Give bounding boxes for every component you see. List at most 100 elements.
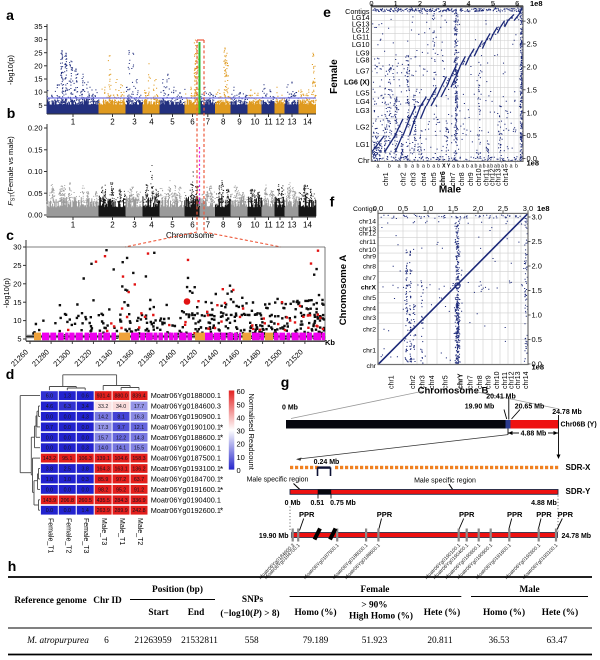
svg-text:Normalised Readcount: Normalised Readcount	[247, 394, 256, 471]
svg-text:Moatr06Yg0184700.1: Moatr06Yg0184700.1	[151, 475, 221, 484]
svg-text:chr9: chr9	[485, 375, 492, 389]
svg-text:a: a	[6, 7, 14, 23]
svg-text:10: 10	[237, 453, 245, 462]
svg-text:SDR-Y: SDR-Y	[566, 487, 592, 496]
svg-text:LG13: LG13	[352, 20, 370, 29]
svg-text:24.78 Mb: 24.78 Mb	[552, 409, 582, 416]
svg-text:839.4: 839.4	[132, 394, 145, 400]
svg-text:Moatr06Yg0190900.1: Moatr06Yg0190900.1	[151, 412, 221, 421]
svg-text:1.0: 1.0	[46, 477, 53, 483]
svg-text:2: 2	[110, 221, 115, 230]
svg-text:8: 8	[221, 118, 226, 127]
svg-text:chr10: chr10	[359, 247, 376, 254]
svg-text:Chr06B (Y): Chr06B (Y)	[561, 421, 597, 428]
svg-text:1.0: 1.0	[423, 204, 433, 213]
svg-text:chr4: chr4	[429, 375, 436, 389]
svg-text:97.2: 97.2	[116, 477, 126, 483]
svg-text:b: b	[416, 164, 419, 170]
svg-text:a: a	[377, 164, 380, 170]
svg-text:2: 2	[110, 118, 115, 127]
svg-text:1e8: 1e8	[527, 159, 540, 168]
svg-text:LG10: LG10	[352, 40, 370, 49]
svg-text:0.5: 0.5	[527, 131, 537, 140]
svg-text:Moatr06Yg0190400.1: Moatr06Yg0190400.1	[151, 495, 221, 504]
svg-text:6.0: 6.0	[46, 394, 53, 400]
svg-text:3: 3	[132, 221, 137, 230]
svg-text:0: 0	[237, 466, 241, 475]
svg-text:*: *	[220, 506, 224, 516]
svg-text:284.3: 284.3	[114, 498, 127, 504]
svg-text:0.10: 0.10	[28, 167, 43, 176]
svg-text:17.3: 17.3	[98, 425, 108, 431]
svg-text:a: a	[494, 164, 497, 170]
svg-text:*: *	[220, 422, 224, 432]
svg-text:chr11: chr11	[502, 372, 509, 389]
svg-text:0.0: 0.0	[64, 508, 71, 514]
svg-text:b: b	[505, 164, 508, 170]
svg-text:0.0: 0.0	[532, 360, 542, 369]
svg-text:158.3: 158.3	[132, 456, 145, 462]
svg-text:35: 35	[34, 22, 42, 31]
svg-text:289.9: 289.9	[114, 508, 127, 514]
svg-text:PPR: PPR	[459, 510, 475, 519]
svg-text:a: a	[510, 164, 513, 170]
svg-text:15: 15	[13, 298, 21, 307]
svg-text:95.1: 95.1	[62, 456, 72, 462]
svg-text:0.5: 0.5	[398, 204, 408, 213]
svg-text:LG11: LG11	[352, 32, 369, 41]
svg-text:143.9: 143.9	[43, 498, 56, 504]
svg-text:11: 11	[264, 221, 273, 230]
svg-text:931.4: 931.4	[97, 394, 110, 400]
svg-text:25: 25	[34, 48, 42, 57]
svg-text:Position (bp): Position (bp)	[152, 584, 203, 595]
svg-text:Homo (%): Homo (%)	[294, 607, 336, 618]
svg-text:chr9: chr9	[363, 254, 376, 261]
svg-text:chr2: chr2	[400, 172, 407, 186]
svg-text:PPR: PPR	[377, 510, 393, 519]
svg-text:b: b	[427, 164, 430, 170]
svg-text:33.2: 33.2	[98, 404, 108, 410]
svg-text:63.7: 63.7	[134, 477, 144, 483]
svg-text:3: 3	[132, 118, 137, 127]
svg-text:2.5: 2.5	[64, 467, 71, 473]
svg-text:20: 20	[237, 440, 245, 449]
svg-text:LG6 (X): LG6 (X)	[344, 78, 370, 87]
svg-text:10: 10	[251, 221, 260, 230]
svg-text:25: 25	[13, 261, 21, 270]
svg-text:6: 6	[104, 636, 109, 646]
svg-text:95.2: 95.2	[116, 487, 126, 493]
svg-text:chr3: chr3	[363, 315, 376, 322]
svg-text:3.8: 3.8	[46, 467, 53, 473]
svg-text:chr2: chr2	[363, 327, 376, 334]
svg-text:Male_T3: Male_T3	[100, 518, 107, 545]
svg-text:1: 1	[71, 221, 76, 230]
svg-text:Hete (%): Hete (%)	[542, 607, 578, 618]
svg-text:0.5: 0.5	[532, 335, 542, 344]
svg-text:b: b	[437, 164, 440, 170]
svg-text:0.0: 0.0	[373, 204, 383, 213]
svg-text:9: 9	[237, 221, 242, 230]
svg-text:f: f	[330, 194, 335, 210]
svg-text:a: a	[501, 164, 504, 170]
svg-text:Male specific region: Male specific region	[414, 477, 476, 484]
svg-text:21263959: 21263959	[134, 636, 172, 646]
svg-text:14.2: 14.2	[98, 414, 108, 420]
svg-text:0.3: 0.3	[82, 477, 89, 483]
svg-text:End: End	[188, 608, 205, 618]
svg-text:0.3: 0.3	[82, 446, 89, 452]
svg-text:c: c	[6, 227, 14, 243]
svg-text:12.1: 12.1	[134, 425, 144, 431]
svg-text:chr3: chr3	[419, 375, 426, 389]
svg-text:163.1: 163.1	[114, 467, 127, 473]
svg-text:chr1: chr1	[383, 172, 390, 186]
svg-text:Moatr06Yg0188000.1: Moatr06Yg0188000.1	[151, 391, 221, 400]
svg-text:Male: Male	[520, 585, 540, 595]
svg-text:LG1: LG1	[356, 140, 370, 149]
svg-text:Chr ID: Chr ID	[93, 596, 122, 606]
svg-text:chr12: chr12	[490, 168, 497, 186]
svg-text:a: a	[479, 164, 482, 170]
svg-text:15.7: 15.7	[98, 435, 108, 441]
svg-text:chrY: chrY	[458, 373, 465, 389]
svg-text:0.0: 0.0	[46, 487, 53, 493]
svg-text:14.1: 14.1	[116, 446, 126, 452]
